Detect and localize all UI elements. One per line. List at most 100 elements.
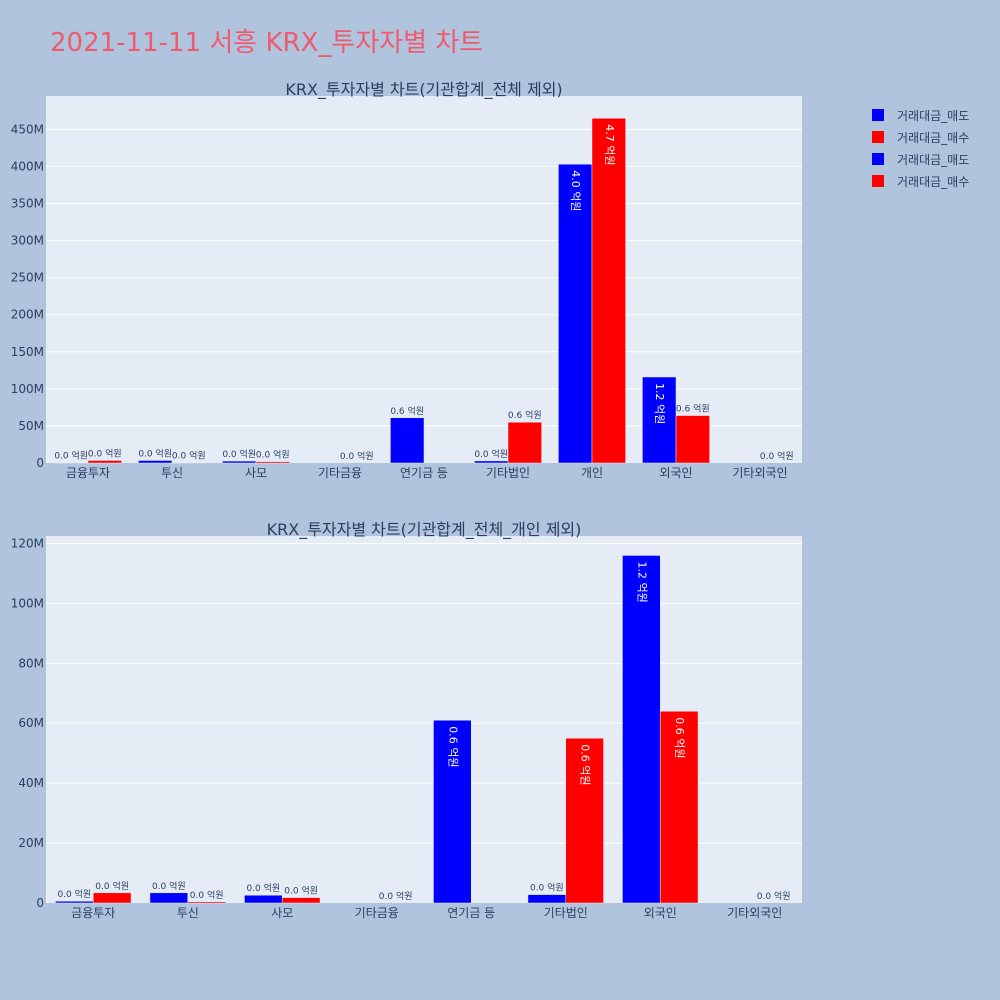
y-tick-label: 60M: [18, 716, 44, 730]
y-tick-label: 200M: [11, 308, 44, 322]
y-tick-label: 20M: [18, 836, 44, 850]
chart-title: KRX_투자자별 차트(기관합계_전체 제외): [285, 80, 562, 100]
bar-label: 0.0 억원: [152, 880, 186, 892]
bar-label: 0.0 억원: [757, 890, 791, 902]
y-tick-label: 450M: [11, 122, 44, 136]
bar-label: 0.0 억원: [340, 450, 374, 462]
x-tick-label: 기타외국인: [732, 466, 787, 480]
bar: [222, 460, 257, 464]
x-tick-label: 사모: [271, 906, 293, 920]
bar: [660, 711, 699, 904]
x-tick-label: 기타금융: [355, 906, 399, 920]
bar: [675, 415, 710, 464]
bar: [244, 894, 283, 904]
bar-label: 0.0 억원: [256, 449, 290, 461]
page-title: 2021-11-11 서흥 KRX_투자자별 차트: [50, 28, 484, 58]
legend-label: 거래대금_매수: [897, 174, 970, 189]
bar: [282, 897, 321, 904]
bar-label: 0.6 억원: [390, 405, 424, 417]
x-tick-label: 기타법인: [544, 906, 588, 920]
bar-label: 0.0 억원: [246, 882, 280, 894]
bar-label: 0.6 억원: [579, 744, 592, 785]
legend-label: 거래대금_매수: [897, 130, 970, 145]
bar-label: 0.6 억원: [508, 409, 542, 421]
legend-item[interactable]: 거래대금_매도: [872, 104, 969, 126]
legend-swatch: [872, 175, 884, 187]
bar: [87, 460, 122, 464]
x-tick-label: 외국인: [659, 466, 692, 480]
x-tick-label: 금융투자: [71, 906, 115, 920]
y-tick-label: 80M: [18, 656, 44, 670]
bar-label: 0.0 억원: [222, 448, 256, 460]
bar: [93, 892, 132, 904]
x-tick-label: 외국인: [644, 906, 677, 920]
bar: [591, 117, 626, 464]
legend-swatch: [872, 109, 884, 121]
x-tick-label: 투신: [161, 466, 183, 480]
bar-label: 0.0 억원: [760, 450, 794, 462]
bar-label: 0.0 억원: [474, 448, 508, 460]
bar: [558, 163, 593, 464]
y-tick-label: 100M: [11, 596, 44, 610]
y-tick-label: 120M: [11, 536, 44, 550]
chart-1: KRX_투자자별 차트(기관합계_전체 제외) 0 50M 100M 150M 200M 2…: [11, 80, 802, 480]
bar: [55, 900, 94, 904]
bar-label: 0.6 억원: [673, 717, 686, 758]
y-tick-label: 250M: [11, 271, 44, 285]
bar-label: 0.0 억원: [190, 889, 224, 901]
y-tick-label: 400M: [11, 159, 44, 173]
bar: [622, 555, 661, 904]
chart-2: KRX_투자자별 차트(기관합계_전체_개인 제외) 0 20M 40M 60M 80M 1…: [11, 520, 802, 920]
bar-label: 0.0 억원: [95, 880, 129, 892]
x-tick-label: 금융투자: [66, 466, 110, 480]
bar-label: 0.6 억원: [676, 403, 710, 415]
x-tick-label: 기타외국인: [727, 906, 782, 920]
bar: [527, 894, 567, 904]
legend-swatch: [872, 153, 884, 165]
bar: [565, 737, 604, 904]
y-tick-label: 350M: [11, 197, 44, 211]
y-tick-label: 0: [36, 456, 44, 470]
y-tick-label: 40M: [18, 776, 44, 790]
legend-item[interactable]: 거래대금_매수: [872, 126, 969, 148]
y-tick-label: 100M: [11, 382, 44, 396]
legend-item[interactable]: 거래대금_매수: [872, 170, 969, 192]
bar-label: 0.6 억원: [446, 726, 459, 767]
bar-label: 0.0 억원: [530, 882, 564, 894]
bar: [433, 719, 472, 904]
bar-label: 0.0 억원: [172, 450, 206, 462]
y-tick-label: 0: [36, 896, 44, 910]
bar-label: 0.0 억원: [379, 890, 413, 902]
bar: [507, 421, 542, 464]
x-tick-label: 기타법인: [486, 466, 530, 480]
bar-label: 0.0 억원: [284, 885, 318, 897]
bar-label: 1.2 억원: [653, 383, 666, 424]
legend-swatch: [872, 131, 884, 143]
bar-label: 4.0 억원: [569, 170, 582, 211]
bar-label: 0.0 억원: [54, 450, 88, 462]
x-tick-label: 연기금 등: [400, 466, 448, 480]
bar: [187, 901, 226, 904]
bar: [390, 417, 425, 464]
bar-label: 1.2 억원: [635, 561, 648, 602]
bar: [255, 461, 290, 464]
bar: [474, 460, 509, 464]
bar: [138, 460, 173, 464]
y-tick-label: 150M: [11, 345, 44, 359]
x-tick-label: 연기금 등: [447, 906, 495, 920]
legend[interactable]: 거래대금_매도 거래대금_매수 거래대금_매도 거래대금_매수: [872, 104, 969, 192]
legend-item[interactable]: 거래대금_매도: [872, 148, 969, 170]
x-tick-label: 사모: [245, 466, 267, 480]
x-tick-label: 투신: [177, 906, 199, 920]
y-tick-label: 50M: [18, 419, 44, 433]
legend-label: 거래대금_매도: [897, 152, 970, 167]
y-tick-label: 300M: [11, 234, 44, 248]
bar-label: 4.7 억원: [603, 124, 616, 165]
x-tick-label: 기타금융: [318, 466, 362, 480]
chart-title: KRX_투자자별 차트(기관합계_전체_개인 제외): [267, 520, 582, 540]
bar-label: 0.0 억원: [88, 447, 122, 459]
legend-label: 거래대금_매도: [897, 108, 970, 123]
bar: [149, 892, 188, 904]
x-tick-label: 개인: [581, 466, 603, 480]
